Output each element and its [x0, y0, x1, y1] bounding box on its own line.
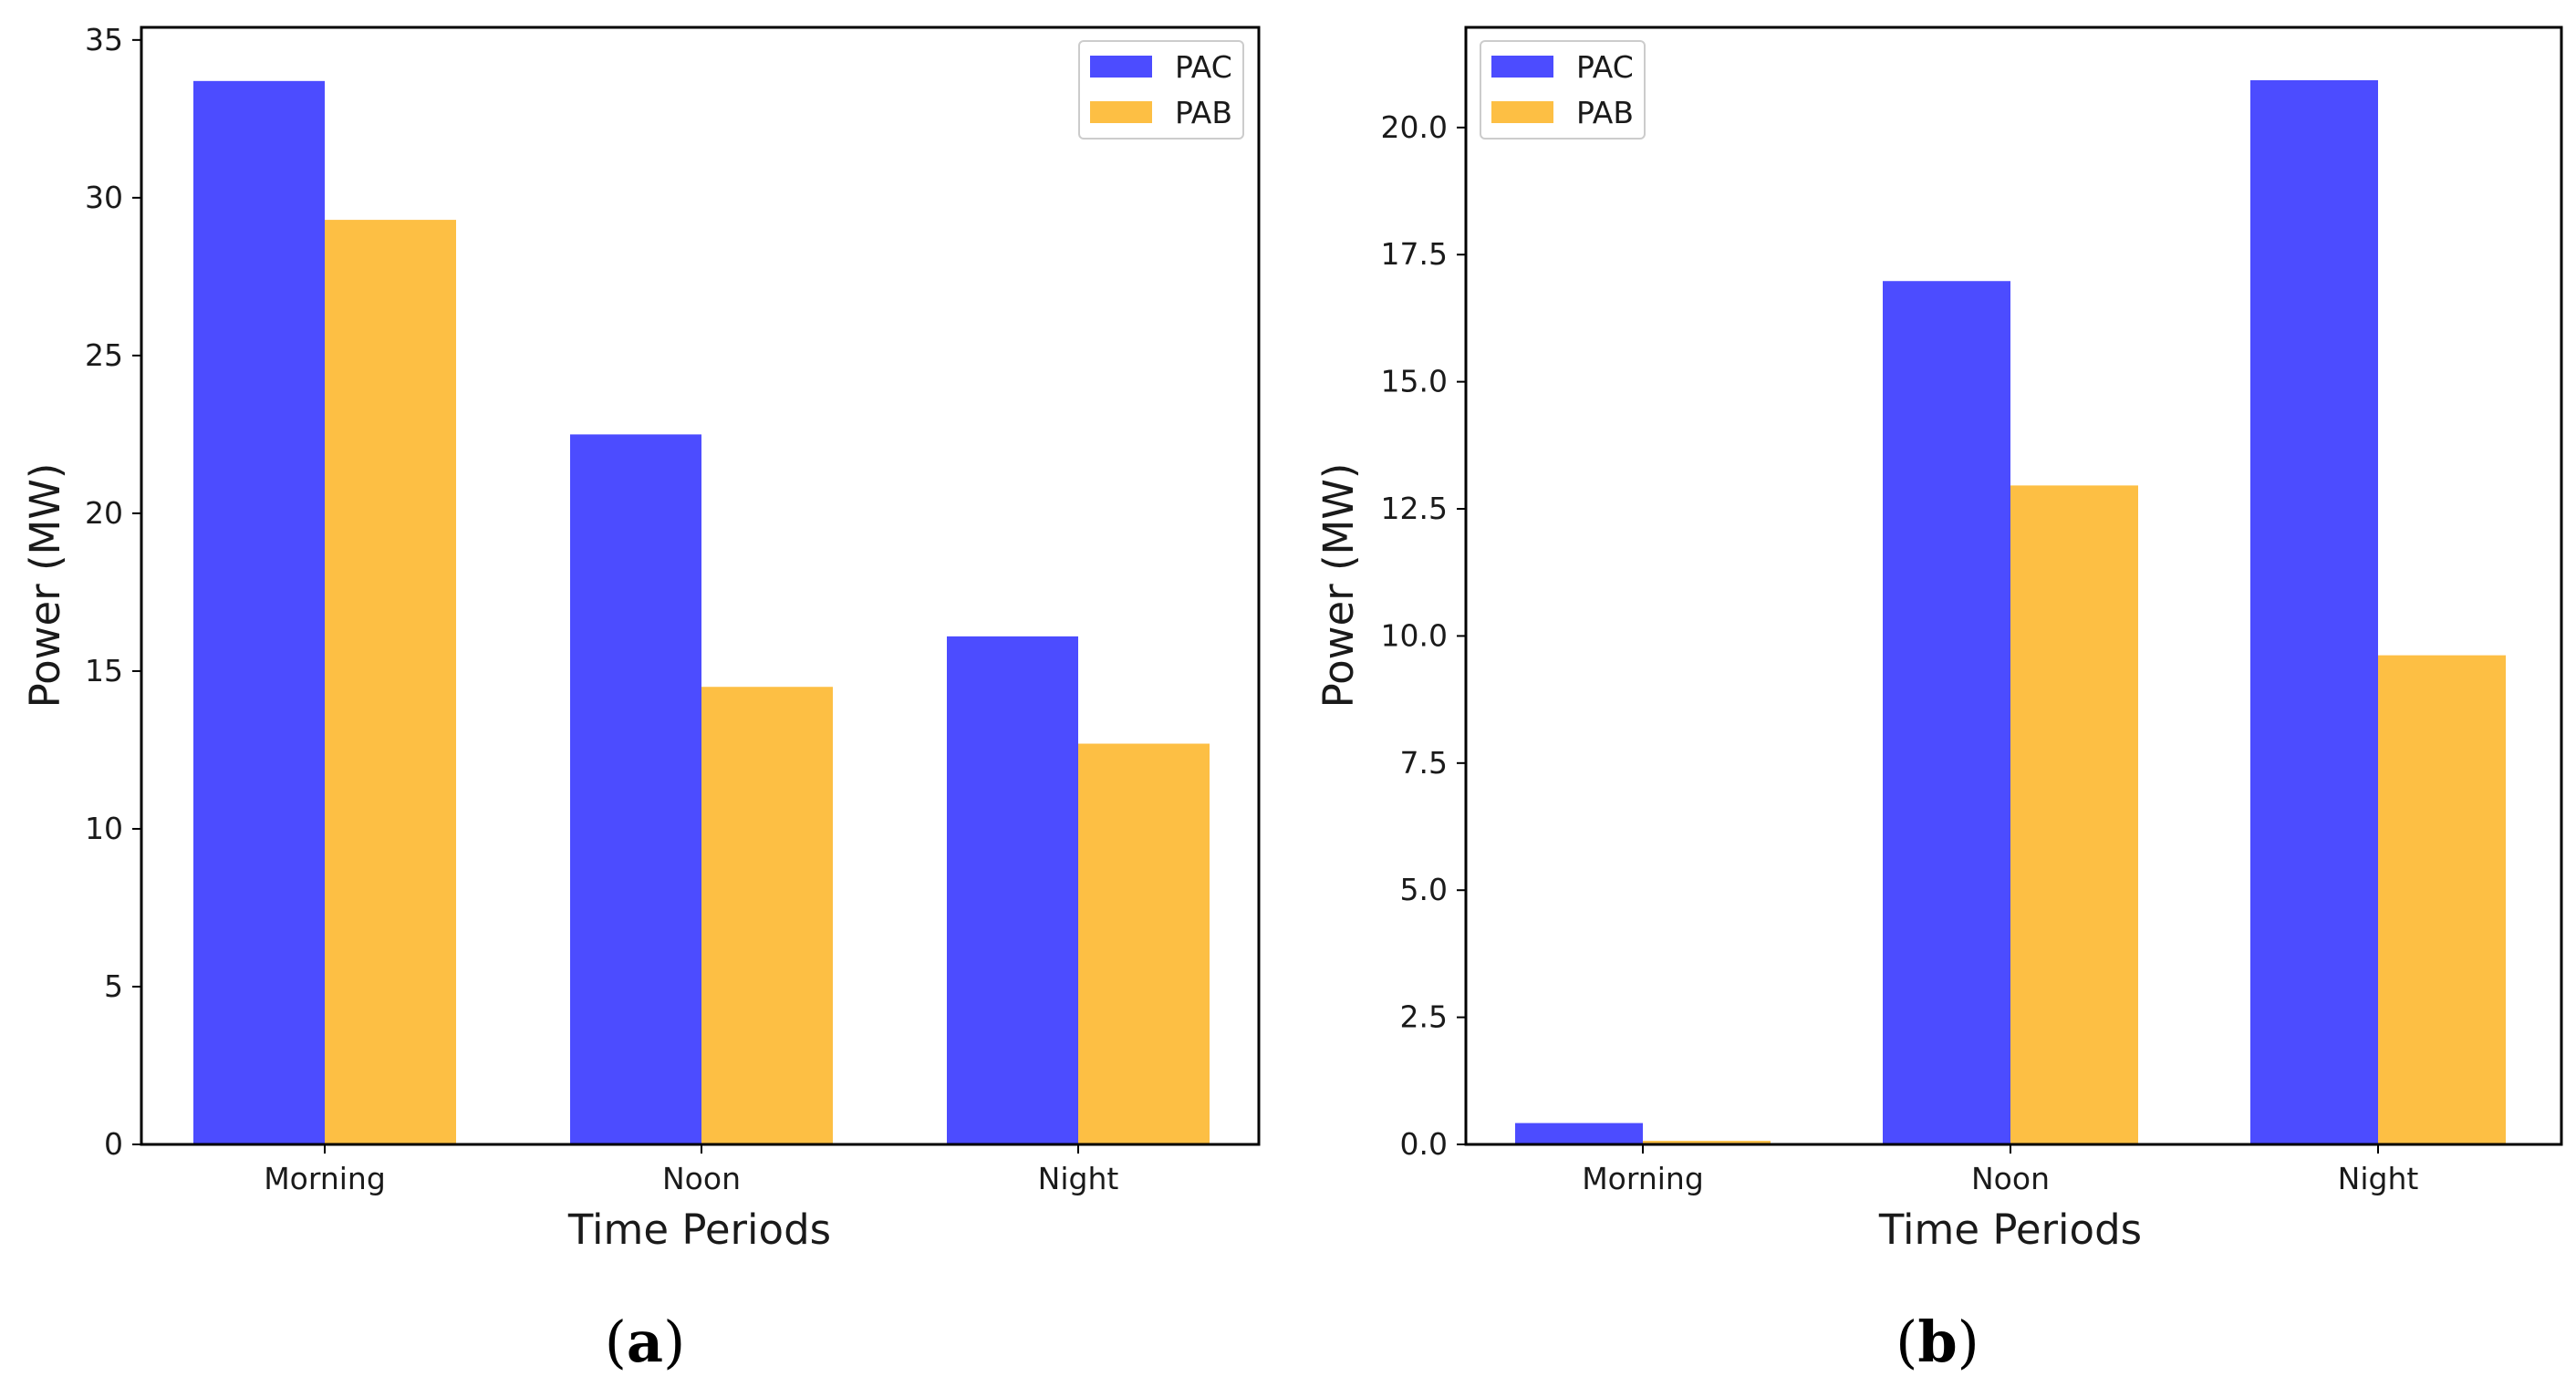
panel-label-b: (b)	[1896, 1309, 1979, 1375]
y-tick-label-1-b: 2.5	[1400, 999, 1448, 1035]
y-axis-label-b: Power (MW)	[1314, 463, 1363, 709]
legend-label-pac-a: PAC	[1175, 49, 1232, 85]
y-tick-label-0-a: 0	[104, 1126, 123, 1162]
bar-pab-noon-a	[701, 687, 833, 1144]
bar-pac-morning-a	[193, 80, 325, 1145]
y-tick-label-4-b: 10.0	[1381, 617, 1448, 653]
y-axis-label-a: Power (MW)	[21, 463, 69, 709]
bar-pac-noon-a	[570, 434, 701, 1144]
panel-label-letter-a: a	[627, 1309, 663, 1375]
y-tick-label-2-a: 10	[85, 811, 123, 846]
panel-label-letter-b: b	[1917, 1309, 1957, 1375]
y-tick-label-0-b: 0.0	[1400, 1126, 1448, 1162]
bars-group-b	[1515, 79, 2506, 1145]
y-tick-label-2-b: 5.0	[1400, 872, 1448, 907]
x-ticks-b: Morning Noon Night	[1582, 1144, 2418, 1196]
x-tick-label-noon-b: Noon	[1971, 1161, 2050, 1196]
y-tick-label-8-b: 20.0	[1381, 109, 1448, 145]
y-tick-label-5-b: 12.5	[1381, 491, 1448, 526]
x-tick-label-noon-a: Noon	[662, 1161, 741, 1196]
x-axis-label-b: Time Periods	[1878, 1206, 2142, 1254]
bar-pab-morning-a	[325, 220, 456, 1144]
x-tick-label-morning-b: Morning	[1582, 1161, 1704, 1196]
legend-swatch-pab-a	[1090, 101, 1152, 123]
y-tick-label-6-b: 15.0	[1381, 364, 1448, 399]
legend-label-pac-b: PAC	[1576, 49, 1634, 85]
legend-swatch-pab-b	[1491, 101, 1553, 123]
legend-b: PAC PAB	[1480, 40, 1646, 140]
x-tick-label-night-b: Night	[2338, 1161, 2419, 1196]
y-tick-label-3-b: 7.5	[1400, 745, 1448, 781]
legend-swatch-pac-a	[1090, 56, 1152, 78]
plot-frame-b	[1464, 26, 2563, 1146]
bar-pab-noon-b	[2010, 485, 2138, 1144]
x-ticks-a: Morning Noon Night	[264, 1144, 1118, 1196]
legend-label-pab-b: PAB	[1576, 95, 1634, 130]
x-tick-label-morning-a: Morning	[264, 1161, 386, 1196]
bars-group-a	[193, 80, 1210, 1145]
y-tick-label-1-a: 5	[104, 968, 123, 1004]
bar-pac-night-a	[947, 636, 1078, 1144]
y-tick-label-6-a: 30	[85, 180, 123, 215]
chart-panel-b: 0.0 2.5 5.0 7.5 10.0 12.5 15.0 17.5 20.0 Morning…	[1314, 26, 2563, 1375]
y-ticks-a: 0 5 10 15 20 25 30 35	[85, 22, 141, 1162]
x-tick-label-night-a: Night	[1038, 1161, 1119, 1196]
panel-label-a: (a)	[605, 1309, 686, 1375]
bar-pab-night-a	[1078, 743, 1210, 1144]
bar-pab-night-b	[2378, 655, 2506, 1144]
x-axis-label-a: Time Periods	[567, 1206, 831, 1254]
bar-pac-noon-b	[1883, 281, 2010, 1144]
y-tick-label-7-b: 17.5	[1381, 236, 1448, 272]
y-ticks-b: 0.0 2.5 5.0 7.5 10.0 12.5 15.0 17.5 20.0	[1381, 109, 1466, 1162]
plot-frame-a	[140, 26, 1261, 1146]
bar-pac-morning-b	[1515, 1123, 1643, 1144]
y-tick-label-3-a: 15	[85, 653, 123, 688]
y-tick-label-4-a: 20	[85, 495, 123, 531]
bar-pab-morning-b	[1643, 1141, 1771, 1144]
chart-panel-a: 0 5 10 15 20 25 30 35 Morning Noon Night Time Per…	[21, 22, 1261, 1375]
y-tick-label-5-a: 25	[85, 337, 123, 373]
legend-label-pab-a: PAB	[1175, 95, 1232, 130]
legend-swatch-pac-b	[1491, 56, 1553, 78]
bar-pac-night-b	[2250, 79, 2378, 1145]
legend-a: PAC PAB	[1078, 40, 1244, 140]
y-tick-label-7-a: 35	[85, 22, 123, 57]
